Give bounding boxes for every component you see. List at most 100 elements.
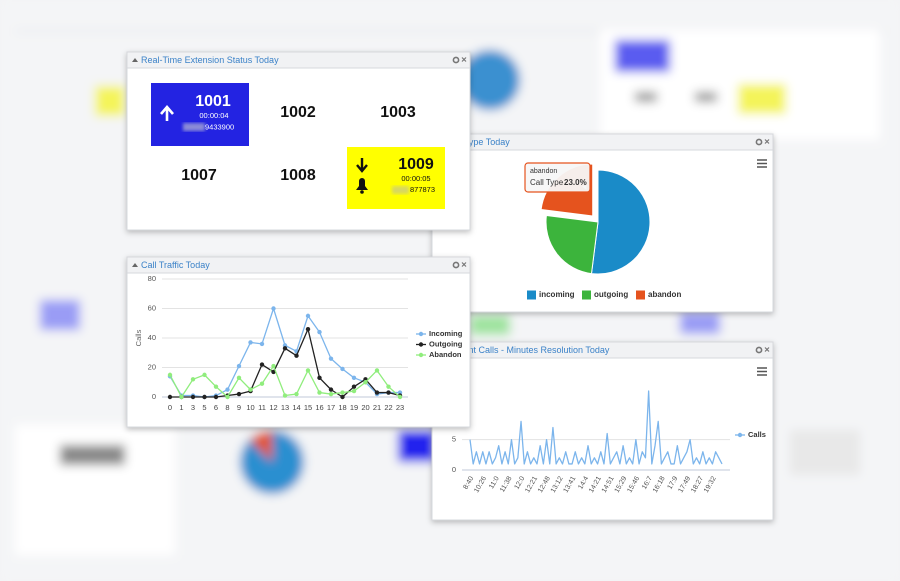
data-point [328, 356, 334, 361]
incoming-arrow-icon [356, 158, 368, 173]
x-tick-label: 14 [292, 403, 300, 412]
tooltip-series: Call Type [530, 178, 564, 187]
panel [126, 256, 471, 428]
legend-swatch[interactable] [527, 290, 536, 300]
panel-title: Call Type Today [446, 137, 510, 147]
y-tick-label: 0 [452, 465, 456, 474]
data-point [317, 375, 322, 381]
extension-status-widget: Real-Time Extension Status Today 1001 00… [126, 51, 471, 231]
legend-label[interactable]: Abandon [429, 350, 462, 359]
blurred-number [392, 186, 409, 194]
bg-block [470, 315, 510, 335]
legend-swatch[interactable] [582, 290, 591, 300]
settings-icon[interactable] [452, 56, 460, 64]
x-tick-label: 13 [281, 403, 289, 412]
bg-block [738, 84, 786, 114]
settings-icon[interactable] [755, 138, 763, 146]
outgoing-arrow-icon [160, 105, 174, 121]
legend-label[interactable]: Incoming [429, 329, 463, 338]
legend-label[interactable]: Outgoing [429, 339, 463, 348]
data-point [305, 368, 311, 373]
panel-frame: Current Calls - Minutes Resolution Today [431, 341, 774, 521]
settings-icon[interactable] [452, 261, 460, 269]
legend-marker[interactable] [418, 342, 424, 347]
data-point [167, 372, 173, 378]
legend-marker[interactable] [418, 331, 424, 337]
x-tick-label: 8 [225, 403, 229, 412]
caller-number: 877873 [410, 185, 435, 194]
y-tick-label: 0 [152, 392, 156, 401]
chart-menu-icon[interactable] [757, 159, 767, 168]
data-point [340, 394, 345, 400]
bell-icon [356, 178, 368, 190]
tooltip-value: 23.0% [564, 178, 587, 187]
close-icon[interactable] [764, 139, 770, 144]
bg-block [635, 92, 657, 102]
panel-title: Real-Time Extension Status Today [141, 55, 279, 65]
data-point [202, 394, 207, 400]
data-point [259, 381, 265, 386]
data-point [236, 375, 242, 381]
data-point [317, 329, 322, 335]
legend-label[interactable]: outgoing [594, 290, 628, 299]
data-point [236, 363, 242, 369]
pie-slice [545, 214, 599, 275]
settings-icon[interactable] [755, 346, 763, 354]
data-point [305, 313, 311, 319]
y-tick-label: 20 [148, 362, 156, 371]
legend-label[interactable]: incoming [539, 290, 575, 299]
legend-marker[interactable] [418, 352, 424, 358]
data-point [317, 390, 322, 395]
data-point [386, 390, 391, 395]
legend-label[interactable]: Calls [748, 430, 766, 439]
data-point [386, 384, 391, 389]
close-icon[interactable] [461, 262, 467, 267]
x-tick-label: 1 [179, 403, 183, 412]
blurred-number [183, 123, 205, 131]
legend-label[interactable]: abandon [648, 290, 681, 299]
caller-number: 9433900 [205, 122, 234, 131]
close-icon[interactable] [461, 57, 467, 62]
panel [431, 341, 774, 521]
close-icon[interactable] [764, 347, 770, 352]
y-tick-label: 40 [148, 333, 156, 342]
data-point [271, 363, 276, 369]
x-tick-label: 17 [327, 403, 335, 412]
extension-number: 1009 [398, 156, 434, 173]
panel-title: Call Traffic Today [141, 260, 210, 270]
chart-menu-icon[interactable] [757, 367, 767, 376]
x-tick-label: 16 [315, 403, 323, 412]
legend-swatch[interactable] [636, 290, 645, 300]
extension-number: 1003 [380, 104, 416, 121]
extension-number: 1007 [181, 167, 217, 184]
x-tick-label: 6 [214, 403, 218, 412]
data-point [351, 384, 357, 389]
y-tick-label: 80 [148, 274, 156, 283]
legend-marker[interactable] [737, 432, 743, 438]
y-tick-label: 5 [452, 435, 456, 444]
data-point [351, 375, 357, 381]
bg-block [615, 40, 670, 72]
bg-line [15, 30, 885, 32]
pie-slice [590, 169, 651, 275]
x-tick-label: 11 [258, 403, 266, 412]
y-tick-label: 60 [148, 303, 156, 312]
data-point [190, 377, 196, 382]
series-line [469, 390, 723, 465]
call-duration: 00:00:05 [401, 174, 430, 183]
tooltip-category: abandon [530, 168, 557, 175]
bg-pie [460, 50, 520, 110]
extension-ringing-box [347, 147, 445, 209]
collapse-icon[interactable] [132, 58, 138, 62]
call-duration: 00:00:04 [199, 111, 228, 120]
data-point [213, 384, 219, 389]
collapse-icon[interactable] [132, 263, 138, 267]
data-point [202, 372, 207, 378]
data-point [225, 394, 230, 400]
current-calls-widget: Current Calls - Minutes Resolution Today… [431, 341, 774, 521]
bg-block [95, 86, 125, 116]
x-tick-label: 19 [350, 403, 358, 412]
data-point [363, 380, 368, 385]
